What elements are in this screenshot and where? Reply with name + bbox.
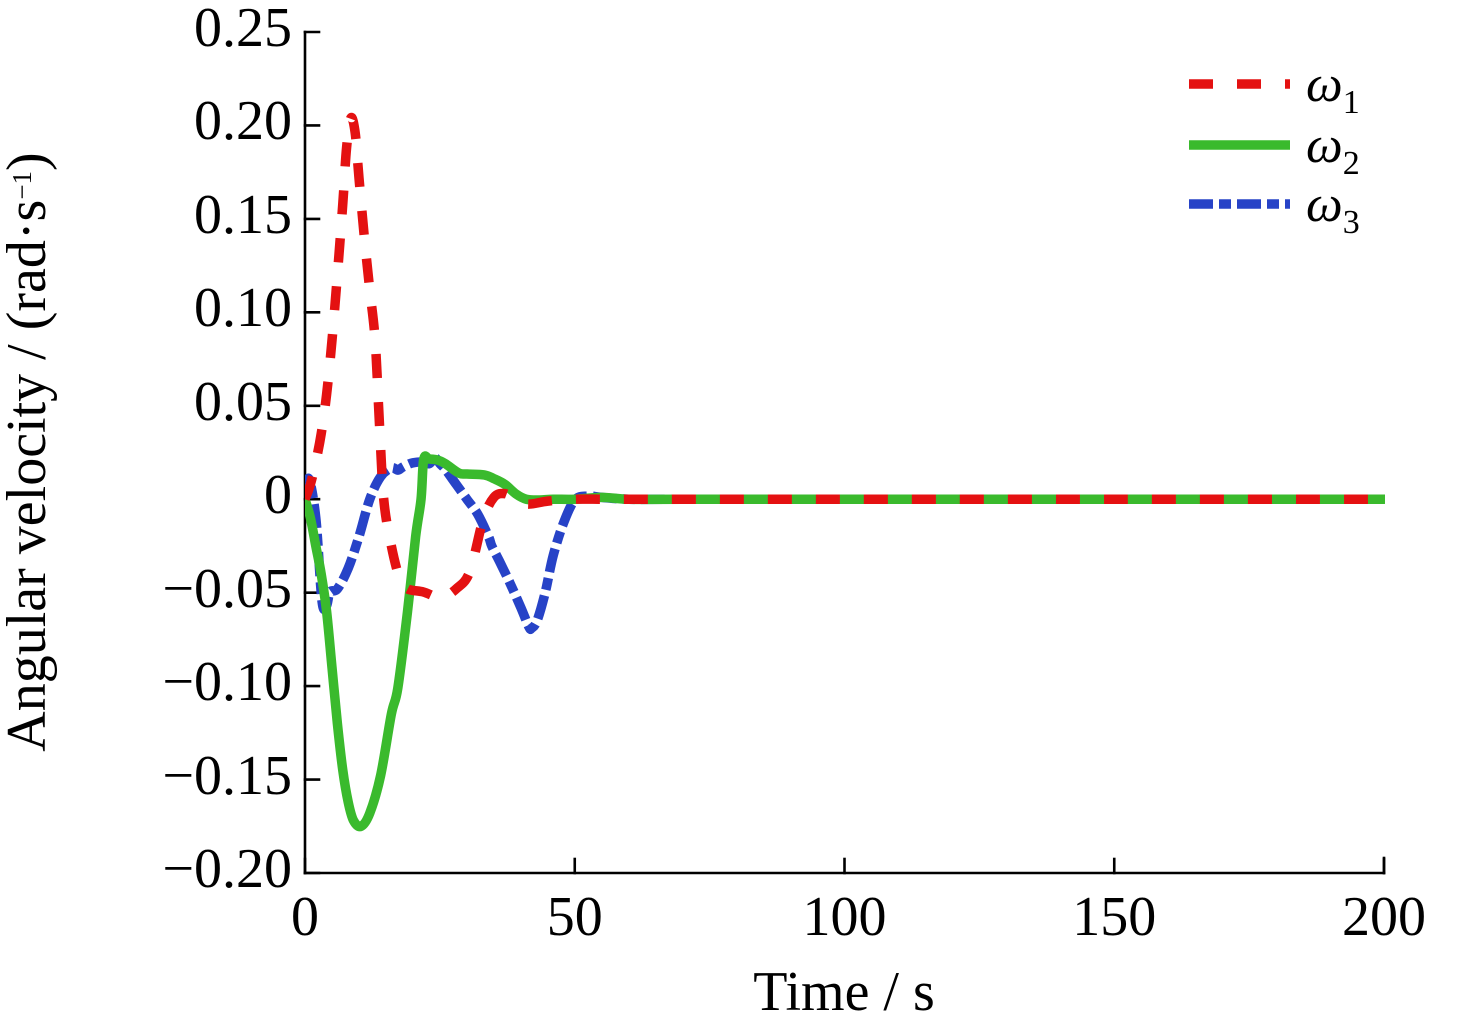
svg-text:0: 0 — [291, 886, 319, 948]
svg-text:0.25: 0.25 — [194, 0, 292, 59]
svg-text:0.05: 0.05 — [194, 371, 292, 433]
svg-text:0.10: 0.10 — [194, 277, 292, 339]
svg-text:50: 50 — [547, 886, 603, 948]
svg-text:−0.20: −0.20 — [162, 838, 292, 900]
svg-text:0.20: 0.20 — [194, 90, 292, 152]
svg-text:200: 200 — [1342, 886, 1426, 948]
svg-text:Angular velocity / (rad·s−1): Angular velocity / (rad·s−1) — [0, 152, 58, 751]
svg-text:Time / s: Time / s — [753, 961, 935, 1023]
svg-text:−0.05: −0.05 — [162, 558, 292, 620]
svg-text:−0.10: −0.10 — [162, 651, 292, 713]
svg-text:0.15: 0.15 — [194, 184, 292, 246]
svg-text:−0.15: −0.15 — [162, 745, 292, 807]
svg-text:0: 0 — [264, 464, 292, 526]
svg-text:150: 150 — [1072, 886, 1156, 948]
svg-text:100: 100 — [803, 886, 887, 948]
